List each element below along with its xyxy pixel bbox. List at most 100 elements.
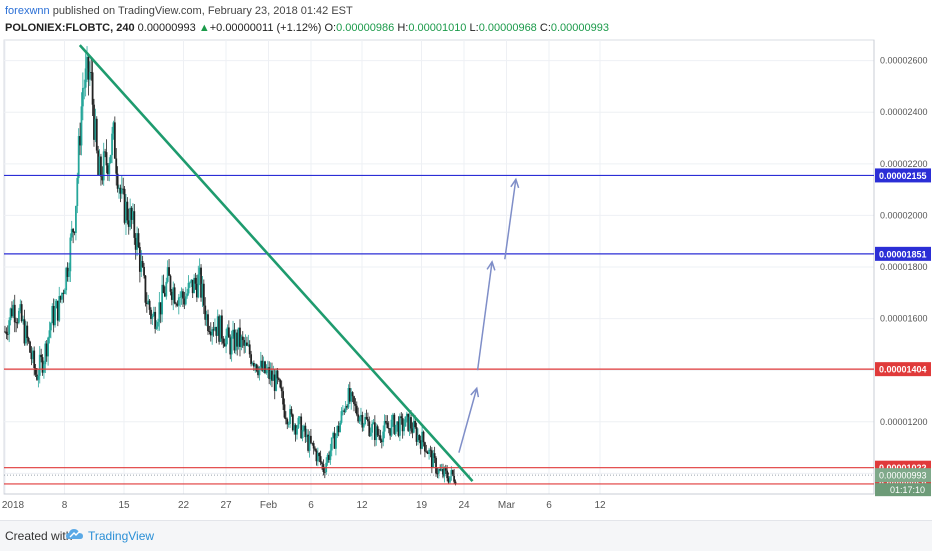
candle-body xyxy=(454,481,457,485)
candle-body xyxy=(257,370,259,376)
candle-body xyxy=(155,326,158,329)
candle-body xyxy=(417,434,419,442)
y-tick-label: 0.00002400 xyxy=(880,107,928,117)
candle-body xyxy=(283,404,286,418)
candle-body xyxy=(108,162,111,175)
candle-body xyxy=(23,319,26,344)
candle-body xyxy=(396,421,399,425)
candle-body xyxy=(111,133,113,156)
candle-body xyxy=(369,432,372,437)
candle-body xyxy=(344,406,347,412)
candle-body xyxy=(425,451,428,453)
candle-body xyxy=(323,471,326,473)
candle-body xyxy=(297,417,300,428)
candle-body xyxy=(227,327,230,338)
candle-body xyxy=(389,428,392,436)
candle-body xyxy=(43,364,45,373)
author-link[interactable]: forexwnn xyxy=(5,5,50,17)
candle-body xyxy=(90,72,93,73)
candle-body xyxy=(330,437,333,451)
candle-body xyxy=(221,315,223,339)
candle-body xyxy=(289,409,291,424)
candle-body xyxy=(386,422,389,429)
candle-body xyxy=(4,331,6,333)
candle-body xyxy=(229,337,232,355)
candle-body xyxy=(301,430,304,439)
candle-body xyxy=(33,350,36,368)
candle-body xyxy=(385,421,387,423)
candle-body xyxy=(401,418,404,432)
candle-body xyxy=(73,232,76,233)
candle-body xyxy=(184,296,187,305)
publish-line: forexwnn published on TradingView.com, F… xyxy=(5,5,353,17)
candle-body xyxy=(248,344,251,355)
candle-body xyxy=(355,405,358,415)
tradingview-brand-link[interactable]: TradingView xyxy=(88,529,155,543)
candle-body xyxy=(175,303,177,305)
candle-body xyxy=(430,450,433,468)
candle-body xyxy=(198,267,201,275)
candle-body xyxy=(230,336,233,355)
open-label: O: xyxy=(324,22,337,34)
candle-body xyxy=(173,287,176,304)
symbol-label[interactable]: POLONIEX:FLOBTC, 240 xyxy=(5,22,135,34)
candle-body xyxy=(278,378,280,380)
candle-body xyxy=(410,417,412,429)
candle-body xyxy=(424,442,426,452)
candle-body xyxy=(403,426,405,432)
candle-body xyxy=(239,327,241,347)
quote-line: POLONIEX:FLOBTC, 240 0.00000993 ▲+0.0000… xyxy=(5,22,609,34)
candle-body xyxy=(80,106,83,146)
candle-body xyxy=(411,428,414,433)
candle-body xyxy=(435,457,437,474)
candle-body xyxy=(362,424,365,428)
candle-body xyxy=(180,291,183,297)
candle-body xyxy=(66,267,69,277)
candle-body xyxy=(365,416,368,420)
candle-body xyxy=(84,68,87,88)
candle-body xyxy=(119,187,122,194)
y-tick-label: 0.00002200 xyxy=(880,159,928,169)
candle-body xyxy=(125,201,127,223)
candle-body xyxy=(30,352,33,360)
candle-body xyxy=(264,361,266,374)
candle-body xyxy=(298,416,301,418)
candle-body xyxy=(358,417,361,422)
candle-body xyxy=(158,302,161,322)
candle-body xyxy=(193,277,195,294)
countdown-badge xyxy=(875,483,931,497)
candle-body xyxy=(101,176,104,181)
candle-body xyxy=(144,275,147,303)
candle-body xyxy=(398,416,401,436)
candle-body xyxy=(169,275,172,292)
candle-body xyxy=(305,434,308,438)
candle-body xyxy=(31,350,34,360)
candle-body xyxy=(87,56,90,80)
current-price-label: 0.00000993 xyxy=(879,471,927,481)
candle-body xyxy=(143,266,145,276)
candle-body xyxy=(350,392,353,402)
low-label: L: xyxy=(469,22,479,34)
price-chart[interactable]: 2018 8 15 22 27 Feb 6 12 19 24 Mar 6 12 0.00002600 0.0… xyxy=(0,0,932,520)
candle-body xyxy=(232,329,234,337)
candle-body xyxy=(335,435,337,449)
candle-body xyxy=(38,354,41,376)
candle-body xyxy=(368,421,371,437)
candle-body xyxy=(290,409,293,415)
candle-body xyxy=(56,300,59,321)
candle-body xyxy=(354,404,357,406)
candle-body xyxy=(204,305,207,320)
x-tick-label: 27 xyxy=(220,500,232,511)
candle-body xyxy=(127,220,130,227)
candle-body xyxy=(115,158,118,174)
candle-body xyxy=(145,302,148,305)
candle-body xyxy=(390,419,393,436)
candle-body xyxy=(26,325,29,339)
candle-body xyxy=(55,300,58,309)
candle-body xyxy=(72,228,75,233)
candle-body xyxy=(208,331,211,333)
candle-body xyxy=(40,354,43,358)
candle-body xyxy=(165,281,168,297)
candle-body xyxy=(422,431,425,443)
candle-body xyxy=(383,421,386,432)
